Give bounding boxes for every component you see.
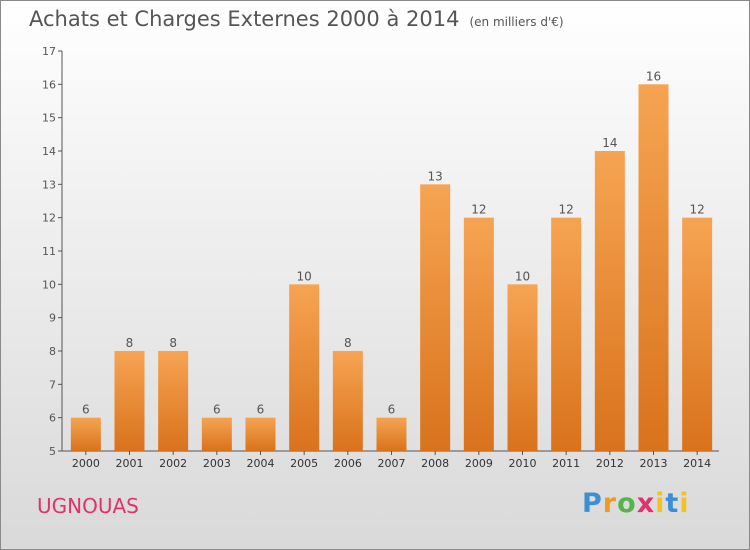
y-tick-label: 12 [42,212,56,225]
y-tick-label: 11 [42,245,56,258]
chart-title-text: Achats et Charges Externes 2000 à 2014 [29,7,460,31]
x-tick-label: 2000 [72,457,100,470]
data-label: 12 [690,203,705,217]
data-label: 13 [428,169,443,183]
data-label: 14 [602,136,617,150]
proxiti-logo: Proxiti [582,488,690,519]
x-tick-label: 2004 [247,457,275,470]
x-tick-label: 2009 [465,457,493,470]
data-label: 10 [297,269,312,283]
bar [201,417,232,451]
x-tick-label: 2013 [640,457,668,470]
data-label: 8 [126,336,134,350]
y-tick-label: 13 [42,178,56,191]
bar [158,351,189,451]
x-tick-label: 2014 [683,457,711,470]
y-tick-label: 9 [49,312,56,325]
data-label: 12 [559,203,574,217]
data-label: 6 [213,403,221,417]
chart-subtitle: (en milliers d'€) [469,15,564,29]
x-tick-label: 2005 [290,457,318,470]
y-tick-label: 5 [49,445,56,458]
y-tick-label: 10 [42,278,56,291]
x-tick-label: 2008 [421,457,449,470]
bar [114,351,145,451]
chart-title: Achats et Charges Externes 2000 à 2014 (e… [29,7,564,31]
x-tick-label: 2012 [596,457,624,470]
bar [638,84,669,451]
y-tick-label: 7 [49,378,56,391]
data-label: 6 [257,403,265,417]
x-tick-label: 2001 [116,457,144,470]
data-label: 8 [169,336,177,350]
data-label: 6 [82,403,90,417]
x-tick-label: 2002 [159,457,187,470]
bar [463,217,494,451]
data-label: 10 [515,269,530,283]
bar [245,417,276,451]
bar [682,217,713,451]
data-label: 12 [471,203,486,217]
y-tick-label: 16 [42,78,56,91]
bar [594,151,625,451]
bar [551,217,582,451]
x-tick-label: 2007 [378,457,406,470]
data-label: 8 [344,336,352,350]
x-tick-label: 2003 [203,457,231,470]
bar [376,417,407,451]
bar [70,417,101,451]
bar [332,351,363,451]
data-label: 16 [646,69,661,83]
bar [420,184,451,452]
y-tick-label: 15 [42,112,56,125]
y-tick-label: 17 [42,45,56,58]
y-tick-label: 14 [42,145,56,158]
place-name: UGNOUAS [37,494,139,518]
bar [507,284,538,451]
x-tick-label: 2006 [334,457,362,470]
x-tick-label: 2010 [509,457,537,470]
data-label: 6 [388,403,396,417]
y-tick-label: 6 [49,412,56,425]
x-tick-label: 2011 [552,457,580,470]
y-tick-label: 8 [49,345,56,358]
bar [289,284,320,451]
